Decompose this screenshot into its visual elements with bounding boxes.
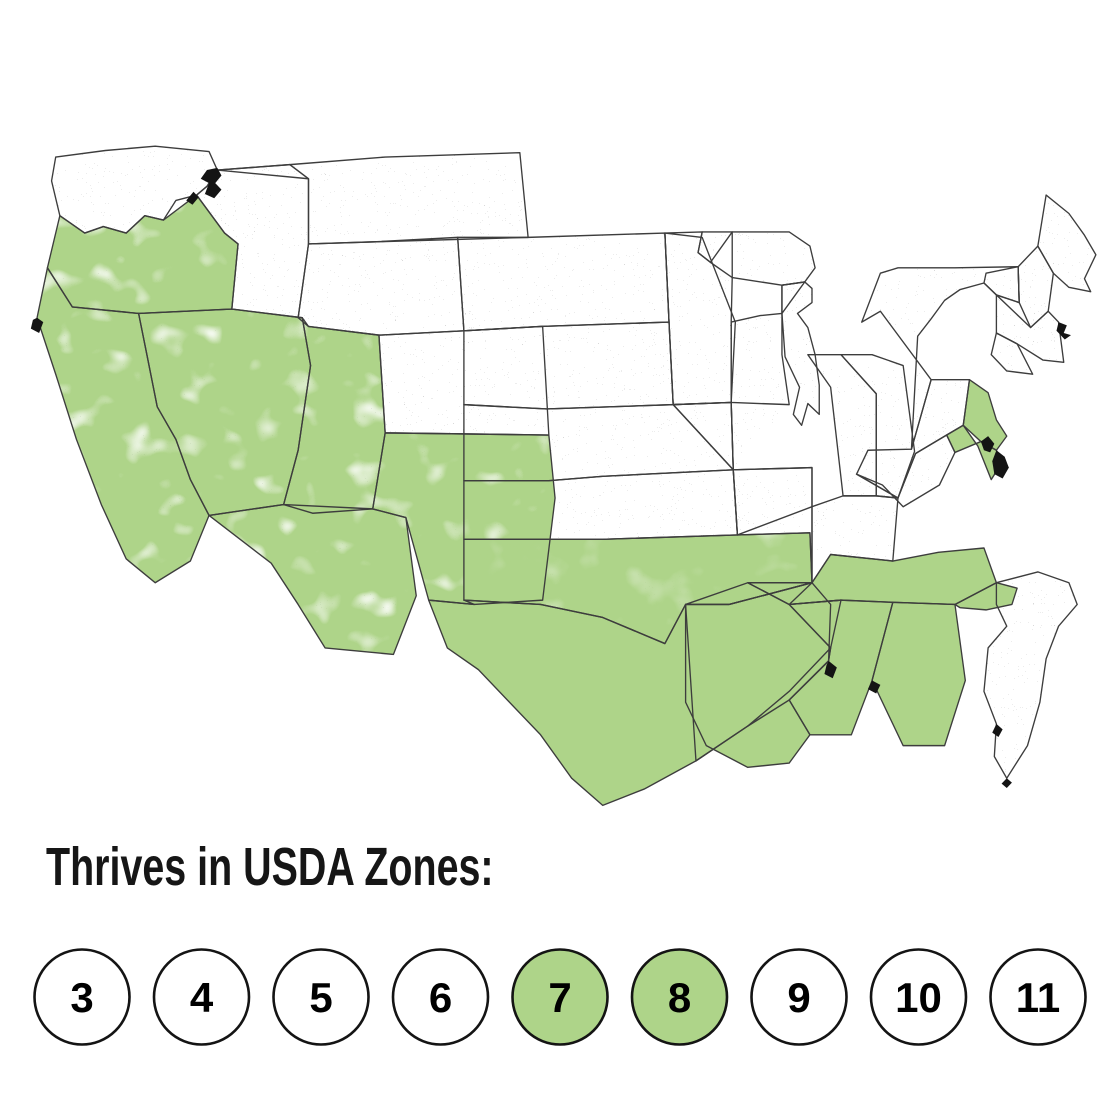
svg-text:9: 9 bbox=[787, 974, 810, 1021]
svg-text:8: 8 bbox=[668, 974, 691, 1021]
svg-text:5: 5 bbox=[309, 974, 332, 1021]
svg-text:11: 11 bbox=[1016, 974, 1060, 1021]
svg-text:3: 3 bbox=[70, 974, 93, 1021]
svg-text:10: 10 bbox=[895, 974, 942, 1021]
svg-text:4: 4 bbox=[190, 974, 214, 1021]
svg-text:6: 6 bbox=[429, 974, 452, 1021]
svg-text:7: 7 bbox=[548, 974, 571, 1021]
